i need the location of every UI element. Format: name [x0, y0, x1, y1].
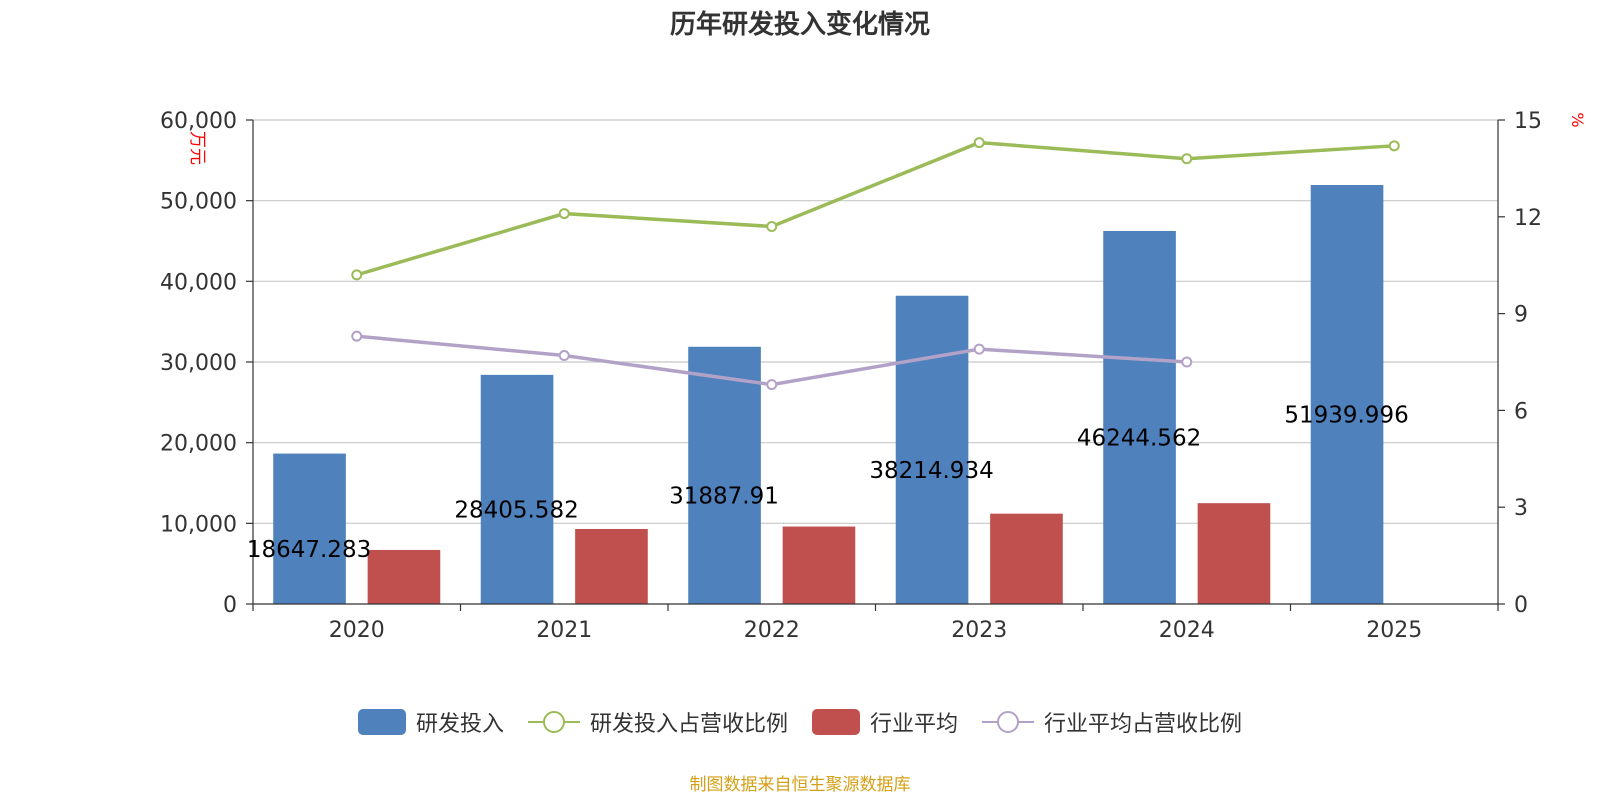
- line-point-1: [558, 208, 570, 220]
- y-left-tick-label: 10,000: [160, 512, 237, 537]
- line-point-1: [1181, 153, 1193, 165]
- line-point-3: [1181, 356, 1193, 368]
- bar-data-label: 46244.562: [1077, 425, 1201, 451]
- x-tick-label: 2023: [951, 618, 1007, 643]
- y-right-tick-label: 3: [1514, 496, 1528, 521]
- bar-data-label: 18647.283: [247, 537, 371, 563]
- bar-data-label: 51939.996: [1284, 403, 1408, 429]
- line-point-3: [351, 330, 363, 342]
- line-point-3: [973, 343, 985, 355]
- y-left-tick-label: 40,000: [160, 270, 237, 295]
- bar-2-2023: [990, 513, 1063, 604]
- legend-label: 研发投入: [415, 712, 504, 737]
- x-tick-label: 2021: [536, 618, 592, 643]
- line-series: [351, 137, 1400, 391]
- bar-0-2022: [688, 346, 761, 604]
- legend-item[interactable]: 研发投入: [357, 706, 504, 738]
- legend-label: 研发投入占营收比例: [589, 712, 788, 737]
- axes: 万元 % 0 10,000 20,000 30,000 40,000 50,000 60,0…: [160, 109, 1587, 643]
- x-tick-label: 2025: [1366, 618, 1422, 643]
- legend-label: 行业平均: [870, 712, 959, 737]
- legend-bar-swatch: [357, 709, 406, 735]
- y-right-tick-label: 6: [1514, 399, 1528, 424]
- bar-0-2023: [895, 295, 969, 604]
- y-left-tick-label: 0: [223, 593, 237, 618]
- y-left-axis-title: 万元: [187, 131, 207, 165]
- bar-2-2024: [1197, 503, 1271, 604]
- legend-item[interactable]: 行业平均: [812, 706, 958, 738]
- y-left-tick-label: 50,000: [160, 190, 237, 215]
- line-point-1: [1388, 140, 1400, 152]
- bar-2-2020: [367, 549, 441, 604]
- y-right-tick-label: 12: [1514, 206, 1542, 231]
- y-left-tick-label: 60,000: [160, 109, 237, 134]
- legend-line-marker: [997, 711, 1020, 733]
- y-left-tick-label: 20,000: [160, 432, 237, 457]
- legend-line-swatch: [982, 711, 1035, 733]
- y-right-tick-label: 9: [1514, 303, 1528, 328]
- grid-lines: [253, 119, 1498, 524]
- y-right-tick-label: 0: [1514, 593, 1528, 618]
- bar-data-label: 31887.91: [669, 483, 779, 509]
- y-left-tick-label: 30,000: [160, 351, 237, 376]
- bar-data-label: 38214.934: [869, 458, 993, 484]
- x-tick-label: 2020: [329, 618, 385, 643]
- y-right-tick-label: 15: [1514, 109, 1542, 134]
- legend-line-swatch: [527, 711, 580, 733]
- legend-label: 行业平均占营收比例: [1044, 712, 1243, 737]
- line-point-1: [973, 137, 985, 149]
- legend: 研发投入 研发投入占营收比例 行业平均 行业平均占营收比例: [0, 706, 1600, 738]
- legend-line-marker: [542, 711, 565, 733]
- bar-0-2025: [1310, 185, 1384, 604]
- bar-2-2022: [782, 526, 856, 604]
- line-point-1: [351, 269, 363, 281]
- bar-0-2020: [273, 453, 346, 604]
- y-right-axis-title: %: [1568, 112, 1587, 127]
- legend-item[interactable]: 研发投入占营收比例: [527, 706, 788, 738]
- x-tick-label: 2024: [1159, 618, 1215, 643]
- bar-series: [273, 185, 1384, 604]
- line-point-1: [766, 220, 778, 232]
- line-point-3: [558, 350, 570, 362]
- bar-2-2021: [575, 528, 648, 604]
- x-tick-label: 2022: [744, 618, 800, 643]
- bar-0-2024: [1103, 230, 1176, 604]
- line-point-3: [766, 379, 778, 391]
- legend-bar-swatch: [812, 709, 860, 735]
- legend-item[interactable]: 行业平均占营收比例: [982, 706, 1242, 738]
- chart-title: 历年研发投入变化情况: [669, 10, 930, 40]
- line-1: [356, 140, 1395, 277]
- bar-0-2021: [480, 374, 554, 604]
- bar-data-label: 28405.582: [454, 497, 578, 523]
- data-labels: 18647.283 28405.582 31887.91 38214.934 46244…: [247, 403, 1409, 563]
- data-source-note: 制图数据来自恒生聚源数据库: [689, 775, 911, 795]
